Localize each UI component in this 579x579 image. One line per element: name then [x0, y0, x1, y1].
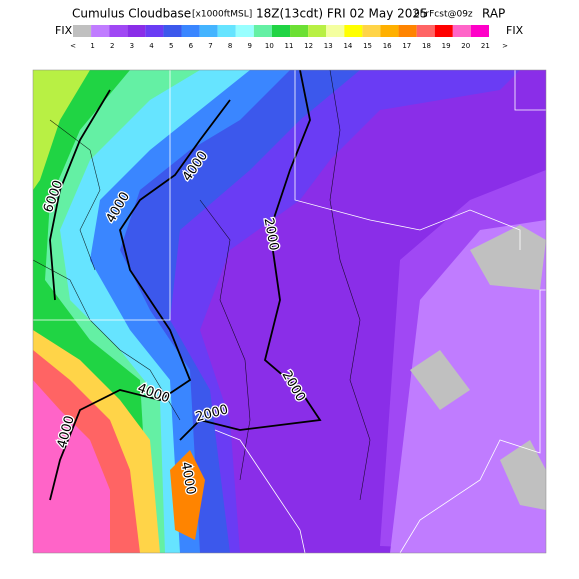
legend-swatch: [91, 25, 110, 37]
legend-label: 13: [324, 42, 333, 50]
legend-swatch: [163, 25, 182, 37]
title: Cumulus Cloudbase: [72, 7, 191, 21]
legend-label: 8: [228, 42, 232, 50]
legend-label: 21: [481, 42, 490, 50]
field-region: [470, 225, 546, 290]
model: RAP: [482, 7, 505, 21]
legend-label: 2: [110, 42, 114, 50]
legend-left-label: FIX: [55, 24, 73, 37]
legend-swatch: [271, 25, 291, 37]
legend-label: 5: [169, 42, 173, 50]
header: Cumulus Cloudbase [x1000ftMSL] 18Z(13cdt…: [72, 7, 505, 21]
field-region: [500, 440, 546, 510]
map: 6000 4000 4000 2000 2000 4000 2000 4000 …: [33, 70, 546, 553]
map-frame: [32, 69, 547, 554]
contour-label: 4000: [178, 461, 199, 496]
valid-time: 18Z(13cdt) FRI 02 May 2025: [256, 7, 428, 21]
legend-swatch: [127, 25, 146, 37]
legend-swatch: [452, 25, 471, 37]
contours: [49, 70, 322, 501]
legend-label: 12: [304, 42, 313, 50]
forecast: 9hrFcst@09z: [414, 10, 473, 20]
legend-swatch: [109, 25, 128, 37]
field-region: [170, 450, 205, 540]
legend-label: 11: [285, 42, 294, 50]
legend-swatch: [344, 25, 363, 37]
legend-swatch: [199, 25, 218, 37]
units: [x1000ftMSL]: [192, 10, 252, 20]
legend-label: 18: [422, 42, 431, 50]
legend-label: 19: [442, 42, 451, 50]
legend: FIX FIX <1 2 3 4 5 6 7 8 9 10 11 12 13 14 15 16 17 18 19 20…: [55, 24, 524, 50]
contour-label: 2000: [194, 402, 230, 425]
legend-swatch: [398, 25, 417, 37]
legend-swatch: [380, 25, 399, 37]
legend-label: 3: [130, 42, 134, 50]
legend-label: <: [70, 42, 76, 50]
legend-label: 9: [247, 42, 251, 50]
legend-label: 1: [90, 42, 94, 50]
contour-label: 2000: [261, 217, 282, 252]
legend-swatch: [434, 25, 453, 37]
legend-swatch: [217, 25, 236, 37]
legend-right-label: FIX: [506, 24, 524, 37]
legend-label: 7: [208, 42, 212, 50]
legend-label: >: [502, 42, 508, 50]
legend-swatch: [145, 25, 164, 37]
legend-label: 14: [343, 42, 352, 50]
legend-label: 15: [363, 42, 372, 50]
legend-swatch: [362, 25, 381, 37]
field-region: [33, 380, 110, 553]
legend-swatch: [290, 25, 309, 37]
field-region: [33, 70, 90, 190]
legend-swatch: [470, 25, 489, 37]
legend-swatch: [253, 25, 272, 37]
legend-swatch: [181, 25, 200, 37]
legend-label: 6: [189, 42, 194, 50]
legend-label: 17: [402, 42, 411, 50]
legend-swatch: [73, 25, 92, 37]
legend-label: 20: [461, 42, 470, 50]
borders: [33, 70, 546, 553]
contours-thin: [33, 70, 371, 501]
legend-swatch: [326, 25, 345, 37]
legend-swatch: [235, 25, 254, 37]
legend-swatch: [416, 25, 435, 37]
legend-label: 10: [265, 42, 274, 50]
field-region: [410, 350, 470, 410]
legend-label: 4: [149, 42, 154, 50]
legend-swatch: [308, 25, 327, 37]
legend-label: 16: [383, 42, 392, 50]
